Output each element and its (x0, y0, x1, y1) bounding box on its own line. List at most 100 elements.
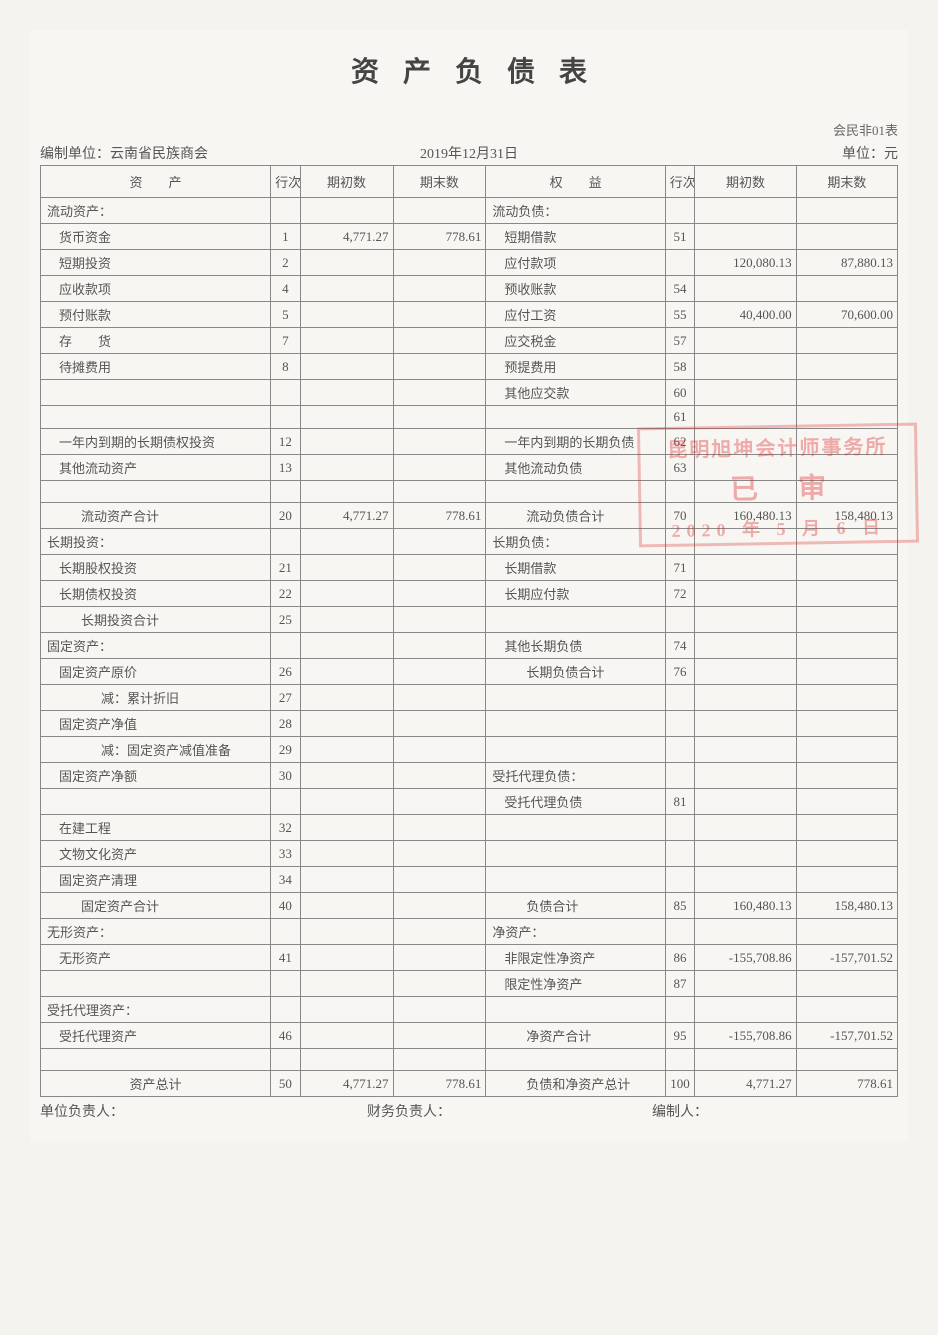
cell-ae (393, 763, 486, 789)
cell-e: 净资产： (486, 919, 665, 945)
table-row: 存 货7应交税金57 (41, 328, 898, 354)
table-row: 流动资产合计204,771.27778.61流动负债合计70160,480.13… (41, 503, 898, 529)
cell-ar: 41 (271, 945, 301, 971)
cell-ar (271, 481, 301, 503)
table-row: 受托代理负债81 (41, 789, 898, 815)
cell-a: 固定资产合计 (41, 893, 271, 919)
cell-ee: -157,701.52 (796, 1023, 897, 1049)
cell-eb (695, 406, 796, 429)
cell-a: 预付账款 (41, 302, 271, 328)
cell-a: 待摊费用 (41, 354, 271, 380)
cell-ee (796, 224, 897, 250)
table-row: 预付账款5应付工资5540,400.0070,600.00 (41, 302, 898, 328)
cell-er (665, 1049, 695, 1071)
cell-eb (695, 633, 796, 659)
meta-org-label: 编制单位： (40, 147, 110, 162)
cell-a: 长期投资合计 (41, 607, 271, 633)
th-begin2: 期初数 (695, 166, 796, 198)
cell-er: 100 (665, 1071, 695, 1097)
cell-a: 减：累计折旧 (41, 685, 271, 711)
cell-e: 应付款项 (486, 250, 665, 276)
cell-ee: 158,480.13 (796, 893, 897, 919)
cell-eb: 120,080.13 (695, 250, 796, 276)
cell-ab (300, 815, 393, 841)
table-row: 货币资金14,771.27778.61短期借款51 (41, 224, 898, 250)
footer-left: 单位负责人： (40, 1101, 286, 1121)
cell-ee (796, 867, 897, 893)
cell-eb: 160,480.13 (695, 893, 796, 919)
cell-e: 净资产合计 (486, 1023, 665, 1049)
cell-ar (271, 789, 301, 815)
cell-er: 63 (665, 455, 695, 481)
cell-eb (695, 607, 796, 633)
cell-ae (393, 971, 486, 997)
cell-e: 非限定性净资产 (486, 945, 665, 971)
cell-ar: 5 (271, 302, 301, 328)
cell-ee (796, 737, 897, 763)
cell-ar (271, 997, 301, 1023)
cell-e (486, 607, 665, 633)
cell-ee (796, 711, 897, 737)
cell-ab (300, 919, 393, 945)
table-row: 固定资产净值28 (41, 711, 898, 737)
cell-a: 长期投资： (41, 529, 271, 555)
cell-eb (695, 919, 796, 945)
cell-ee (796, 997, 897, 1023)
cell-ee (796, 198, 897, 224)
cell-eb: -155,708.86 (695, 945, 796, 971)
table-row: 受托代理资产46净资产合计95-155,708.86-157,701.52 (41, 1023, 898, 1049)
cell-a (41, 380, 271, 406)
cell-eb (695, 380, 796, 406)
cell-a (41, 406, 271, 429)
cell-eb (695, 1049, 796, 1071)
cell-ae (393, 997, 486, 1023)
cell-e: 长期应付款 (486, 581, 665, 607)
cell-ee (796, 633, 897, 659)
table-row: 短期投资2应付款项120,080.1387,880.13 (41, 250, 898, 276)
table-row: 其他流动资产13其他流动负债63 (41, 455, 898, 481)
form-code: 会民非01表 (40, 120, 898, 139)
cell-eb (695, 555, 796, 581)
cell-er: 55 (665, 302, 695, 328)
cell-ee (796, 354, 897, 380)
table-row: 固定资产：其他长期负债74 (41, 633, 898, 659)
cell-ab (300, 555, 393, 581)
cell-ab (300, 893, 393, 919)
table-row: 一年内到期的长期债权投资12一年内到期的长期负债62 (41, 429, 898, 455)
cell-eb: 160,480.13 (695, 503, 796, 529)
meta-org-name: 云南省民族商会 (110, 147, 208, 162)
cell-ee (796, 555, 897, 581)
cell-ab: 4,771.27 (300, 1071, 393, 1097)
table-row: 固定资产原价26长期负债合计76 (41, 659, 898, 685)
cell-er: 70 (665, 503, 695, 529)
cell-ar: 33 (271, 841, 301, 867)
cell-ar: 30 (271, 763, 301, 789)
cell-a: 资产总计 (41, 1071, 271, 1097)
cell-a (41, 789, 271, 815)
table-row: 61 (41, 406, 898, 429)
cell-ae (393, 945, 486, 971)
cell-ab (300, 1023, 393, 1049)
cell-ae (393, 250, 486, 276)
cell-a: 存 货 (41, 328, 271, 354)
cell-e: 一年内到期的长期负债 (486, 429, 665, 455)
cell-ae (393, 685, 486, 711)
cell-eb (695, 763, 796, 789)
cell-e (486, 481, 665, 503)
cell-ae (393, 607, 486, 633)
balance-sheet-table: 资 产 行次 期初数 期末数 权 益 行次 期初数 期末数 流动资产：流动负债：… (40, 165, 898, 1097)
cell-eb: -155,708.86 (695, 1023, 796, 1049)
table-header-row: 资 产 行次 期初数 期末数 权 益 行次 期初数 期末数 (41, 166, 898, 198)
cell-a: 其他流动资产 (41, 455, 271, 481)
cell-ae (393, 380, 486, 406)
cell-ar: 40 (271, 893, 301, 919)
table-row (41, 481, 898, 503)
cell-er (665, 815, 695, 841)
cell-ee (796, 1049, 897, 1071)
cell-e (486, 711, 665, 737)
cell-e (486, 815, 665, 841)
cell-ar: 29 (271, 737, 301, 763)
cell-ab: 4,771.27 (300, 503, 393, 529)
cell-e: 应付工资 (486, 302, 665, 328)
cell-eb (695, 429, 796, 455)
